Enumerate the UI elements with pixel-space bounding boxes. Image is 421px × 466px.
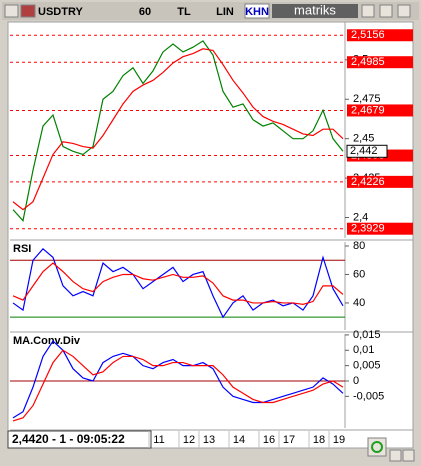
period[interactable]: 60 bbox=[139, 6, 151, 18]
refresh-icon bbox=[371, 441, 383, 453]
y-tick-label: 2,4 bbox=[353, 211, 368, 223]
y-tick-label: 0,015 bbox=[353, 329, 381, 341]
series-line bbox=[12, 40, 344, 222]
currency[interactable]: TL bbox=[177, 6, 191, 18]
series-line bbox=[12, 48, 344, 211]
style[interactable]: KHN bbox=[245, 6, 269, 18]
status: 2,4420 - 1 - 09:05:22 bbox=[12, 432, 125, 446]
y-tick-label: 0,005 bbox=[353, 360, 381, 372]
y-tick-label: 0,01 bbox=[353, 344, 374, 356]
refresh-button[interactable] bbox=[367, 437, 387, 457]
level-box bbox=[347, 222, 413, 235]
x-tick-label: 14 bbox=[233, 434, 245, 446]
last-label: 2,442 bbox=[350, 145, 378, 157]
x-tick-label: 18 bbox=[313, 434, 325, 446]
y-tick-label: -0,005 bbox=[353, 390, 384, 402]
level-label: 2,4679 bbox=[351, 104, 385, 116]
y-tick-label: 80 bbox=[353, 240, 365, 252]
x-tick-label: 13 bbox=[203, 434, 215, 446]
level-box bbox=[347, 104, 413, 117]
status-box bbox=[7, 430, 152, 449]
button[interactable] bbox=[397, 4, 411, 18]
icon[interactable] bbox=[20, 4, 36, 18]
brand-box bbox=[272, 4, 358, 18]
y-tick-label: 60 bbox=[353, 268, 365, 280]
brand: matriks bbox=[294, 2, 336, 17]
last-box bbox=[346, 144, 388, 158]
level-box bbox=[347, 56, 413, 69]
y-tick-label: 2,475 bbox=[353, 93, 381, 105]
symbol[interactable]: USDTRY bbox=[38, 6, 83, 18]
scroll-right[interactable] bbox=[402, 449, 415, 462]
panel-title: RSI bbox=[13, 243, 31, 255]
button[interactable] bbox=[379, 4, 393, 18]
series-line bbox=[12, 349, 344, 422]
scale[interactable]: LIN bbox=[216, 6, 234, 18]
button[interactable] bbox=[361, 4, 375, 18]
level-box bbox=[347, 29, 413, 42]
icon[interactable] bbox=[4, 4, 19, 18]
level-label: 2,4985 bbox=[351, 56, 385, 68]
series-line bbox=[12, 247, 344, 319]
y-tick-label: 0 bbox=[353, 375, 359, 387]
panel-title: MA.Conv.Div bbox=[13, 335, 81, 347]
x-tick-label: 12 bbox=[183, 434, 195, 446]
scroll-left[interactable] bbox=[389, 449, 402, 462]
series-line bbox=[12, 262, 344, 305]
level-label: 2,4226 bbox=[351, 176, 385, 188]
style-box[interactable] bbox=[244, 3, 270, 19]
x-tick-label: 19 bbox=[333, 434, 345, 446]
x-tick-label: 17 bbox=[283, 434, 295, 446]
level-label: 2,5156 bbox=[351, 29, 385, 41]
y-tick-label: 40 bbox=[353, 297, 365, 309]
x-tick-label: 16 bbox=[263, 434, 275, 446]
level-label: 2,3929 bbox=[351, 223, 385, 235]
x-tick-label: 11 bbox=[153, 434, 164, 446]
y-tick-label: 2,45 bbox=[353, 133, 374, 145]
level-box bbox=[347, 175, 413, 188]
